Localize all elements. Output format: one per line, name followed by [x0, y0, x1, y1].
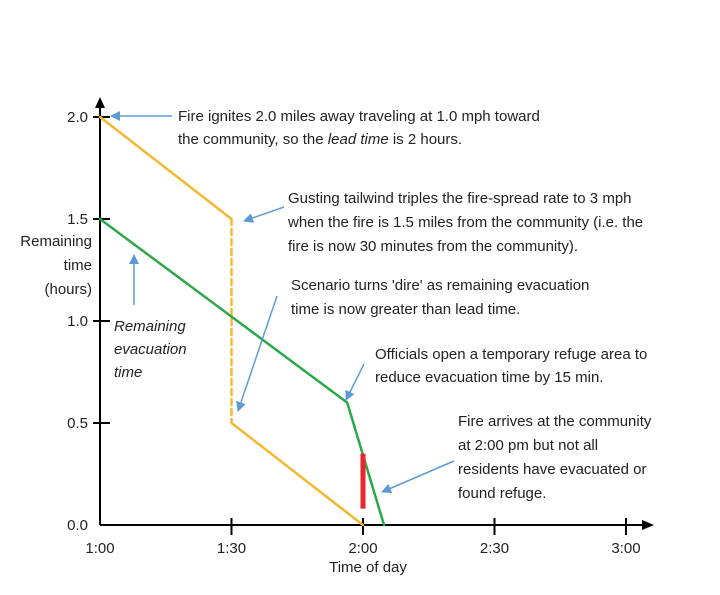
- annotation-text-run: Fire ignites 2.0 miles away traveling at…: [178, 108, 540, 125]
- y-axis-title-line-1: Remaining: [20, 233, 92, 250]
- series-0-segment: [98, 115, 233, 221]
- annotation-gusting-tailwind: Gusting tailwind triples the fire-spread…: [287, 190, 643, 255]
- annotation-fire-ignites: Fire ignites 2.0 miles away traveling at…: [178, 108, 540, 148]
- annotation-text-run: evacuation: [114, 341, 187, 358]
- x-ticks: 1:00 1:30 2:00 2:30 3:00: [85, 518, 641, 557]
- y-axis-arrowhead: [95, 97, 105, 108]
- x-tick-label: 3:00: [611, 540, 640, 557]
- y-tick-label: 1.0: [67, 313, 88, 330]
- annotation-text-run: the community, so the: [178, 131, 328, 148]
- annotation-text-run: lead time: [328, 131, 389, 148]
- annotation-refuge: Officials open a temporary refuge area t…: [375, 346, 647, 386]
- y-axis-title-line-3: (hours): [44, 281, 92, 298]
- annotation-text-run: Gusting tailwind triples the fire-spread…: [288, 190, 632, 207]
- series-1-segment: [98, 217, 349, 404]
- annotation-text-run: Fire arrives at the community: [458, 413, 652, 430]
- arrow-refuge: [345, 363, 365, 401]
- arrow-scenario-dire: [236, 295, 278, 412]
- annotation-text-run: at 2:00 pm but not all: [458, 437, 598, 454]
- y-axis-title-line-2: time: [64, 257, 92, 274]
- annotation-remaining-evacuation-time: Remaining evacuation time: [114, 318, 187, 381]
- arrow-gusting-tailwind: [243, 206, 285, 223]
- annotation-text-run: Officials open a temporary refuge area t…: [375, 346, 647, 363]
- annotation-fire-arrives: Fire arrives at the community at 2:00 pm …: [458, 413, 652, 502]
- y-tick-label: 2.0: [67, 109, 88, 126]
- arrow-fire-arrives: [381, 460, 455, 494]
- annotation-text-run: found refuge.: [458, 485, 546, 502]
- annotation-text-run: reduce evacuation time by 15 min.: [375, 369, 603, 386]
- y-tick-label: 0.0: [67, 517, 88, 534]
- annotation-text-run: Remaining: [114, 318, 186, 335]
- y-tick-label: 1.5: [67, 211, 88, 228]
- annotation-text-run: when the fire is 1.5 miles from the comm…: [287, 214, 643, 231]
- annotation-text-run: is 2 hours.: [389, 131, 462, 148]
- annotation-text-run: Scenario turns 'dire' as remaining evacu…: [291, 277, 589, 294]
- annotation-text-run: time: [114, 364, 142, 381]
- x-tick-label: 1:00: [85, 540, 114, 557]
- y-tick-label: 0.5: [67, 415, 88, 432]
- x-tick-label: 1:30: [217, 540, 246, 557]
- series-line-0: [98, 115, 365, 527]
- y-ticks: 0.0 0.5 1.0 1.5 2.0: [67, 109, 110, 534]
- annotation-arrows: [110, 111, 455, 494]
- series-1-segment: [345, 401, 386, 527]
- x-tick-label: 2:00: [348, 540, 377, 557]
- annotation-text-run: time is now greater than lead time.: [291, 301, 520, 318]
- x-axis-arrowhead: [642, 520, 654, 530]
- x-axis-title: Time of day: [329, 559, 407, 576]
- series-0-segment: [230, 421, 365, 527]
- series-line-1: [98, 217, 386, 527]
- annotation-text-run: residents have evacuated or: [458, 461, 646, 478]
- annotation-text-run: fire is now 30 minutes from the communit…: [288, 238, 578, 255]
- annotation-scenario-dire: Scenario turns 'dire' as remaining evacu…: [291, 277, 589, 318]
- x-tick-label: 2:30: [480, 540, 509, 557]
- series-layer: [98, 115, 386, 527]
